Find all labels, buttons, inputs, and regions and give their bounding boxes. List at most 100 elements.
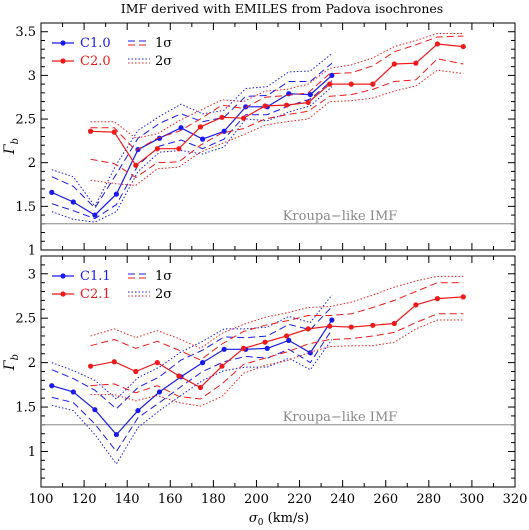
c1-1-line [51, 319, 333, 436]
c2-0-point [133, 162, 139, 168]
c2-0-1sigma-upper [90, 35, 464, 152]
top-panel: 1 1.5 2 2.5 3 3.5 Kroupa−like IMF C1.0 C2.0 1σ 2σ [15, 22, 516, 259]
legend-1sigma-label: 1σ [155, 269, 172, 284]
c1-0-point [49, 189, 55, 195]
plot-frame [40, 22, 516, 251]
legend-c2-1-label: C2.1 [80, 287, 111, 302]
x-tick-label: 320 [503, 492, 528, 507]
c2-0-2sigma-lower [90, 69, 464, 186]
c2-0-point [219, 114, 225, 120]
c1-1-point [307, 350, 313, 356]
x-tick-label: 260 [373, 492, 398, 507]
c2-0-point [460, 43, 466, 50]
x-tick-label: 140 [115, 492, 140, 507]
bottom-y-axis-label: Γb [2, 354, 21, 371]
x-tick-label: 180 [201, 492, 226, 507]
c1-0-point [221, 128, 227, 134]
c1-0-point [307, 91, 313, 98]
c2-0-2sigma-upper [90, 33, 464, 139]
y-tick-label: 2 [28, 356, 36, 371]
c2-1-2sigma-lower [90, 319, 464, 407]
c2-0-point [240, 115, 247, 121]
svg-text:Γb: Γb [2, 354, 21, 371]
svg-text:σ0 (km/s): σ0 (km/s) [249, 511, 309, 528]
c1-0-point [70, 199, 76, 205]
legend-c1-1-marker [60, 273, 66, 279]
c2-1-point [284, 333, 290, 339]
c1-1-point [264, 345, 270, 351]
legend-c1-0-label: C1.0 [80, 36, 111, 51]
c2-0-line [90, 43, 464, 167]
svg-text:Γb: Γb [2, 138, 21, 155]
c1-0-point [113, 191, 120, 197]
c2-1-2sigma-upper [90, 275, 464, 349]
c2-0-point [327, 81, 333, 87]
c1-1-point [70, 389, 76, 395]
y-tick-label: 3.5 [15, 25, 36, 40]
x-tick-label: 120 [72, 492, 97, 507]
c2-1-point [133, 368, 139, 375]
c2-0-point [370, 81, 376, 87]
c2-1-point [111, 359, 117, 365]
legend-c2-0-label: C2.0 [80, 54, 111, 69]
top-y-axis-label-sub: b [10, 138, 21, 144]
x-tick-label: 240 [330, 492, 355, 507]
x-axis-label: σ0 (km/s) [249, 511, 309, 528]
x-tick-label: 300 [459, 492, 484, 507]
x-tick-label: 200 [244, 492, 269, 507]
legend-c2-1-marker [60, 291, 66, 297]
top-y-axis-label-main: Γ [2, 143, 18, 155]
c2-0-point [413, 60, 419, 66]
y-tick-label: 1.5 [15, 200, 36, 215]
c2-1-point [413, 302, 419, 308]
c1-1-point [286, 337, 292, 344]
c1-1-point [113, 431, 120, 438]
c2-0-point [284, 102, 290, 108]
y-tick-label: 2 [28, 156, 36, 171]
top-y-axis-label: Γb [2, 138, 21, 155]
c2-0-point [434, 41, 441, 47]
c1-0-point [329, 72, 335, 78]
c2-0-point [305, 99, 311, 106]
c2-1-point [197, 384, 204, 391]
c1-1-2sigma-lower [51, 339, 333, 465]
c1-0-line [51, 74, 333, 216]
c2-1-point [219, 363, 225, 369]
c2-0-point [348, 81, 354, 87]
c2-0-point [87, 128, 94, 134]
y-tick-label: 1.5 [15, 401, 36, 416]
y-tick-label: 1 [28, 244, 36, 259]
c2-1-point [240, 345, 247, 351]
c2-1-point [460, 294, 466, 300]
c2-1-point [434, 296, 441, 302]
x-tick-label: 280 [416, 492, 441, 507]
plot-frame [40, 255, 516, 488]
legend-c1-1-label: C1.1 [80, 269, 111, 284]
c1-1-1sigma-upper [51, 306, 333, 410]
c2-1-point [154, 360, 160, 366]
c2-1-point [87, 363, 94, 369]
c1-1-1sigma-lower [51, 329, 333, 453]
c1-0-point [243, 104, 249, 110]
c1-1-point [329, 317, 335, 323]
c1-0-2sigma-lower [51, 86, 333, 223]
c1-1-point [156, 389, 163, 395]
c2-0-point [176, 146, 182, 152]
y-tick-label: 3 [28, 69, 36, 84]
c2-1-1sigma-upper [90, 282, 464, 361]
x-tick-label: 100 [29, 492, 54, 507]
c2-1-point [327, 323, 333, 329]
c2-1-point [305, 326, 311, 332]
y-tick-label: 3 [28, 267, 36, 282]
y-tick-label: 2.5 [15, 113, 36, 128]
legend-2sigma-label: 2σ [155, 287, 172, 302]
c2-1-line [90, 296, 464, 389]
c1-0-2sigma-upper [51, 53, 333, 208]
c1-1-point [221, 346, 227, 352]
c2-1-point [262, 339, 268, 345]
c2-0-point [391, 61, 397, 67]
bottom-y-axis-label-main: Γ [2, 359, 18, 371]
c2-0-point [262, 103, 268, 109]
c2-0-1sigma-lower [90, 58, 464, 179]
